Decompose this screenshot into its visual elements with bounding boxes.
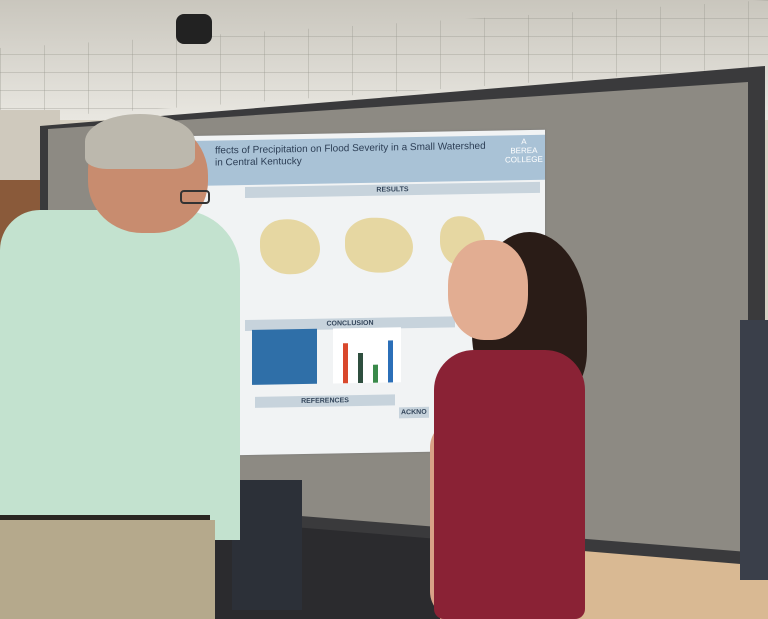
map-figure [260, 218, 320, 275]
spotlight [176, 14, 212, 44]
rain-illustration [252, 328, 317, 385]
map-figure [345, 217, 413, 274]
person-right-edge [740, 320, 768, 580]
bar-chart-figure [333, 327, 401, 384]
glasses [180, 190, 210, 204]
woman-face [448, 240, 528, 340]
results-heading: RESULTS [245, 181, 540, 199]
college-logo: A BEREA COLLEGE [505, 137, 543, 165]
man-pants [0, 520, 215, 619]
person-behind-legs [232, 480, 302, 610]
acknowledgements-heading: ACKNO [399, 406, 429, 419]
references-heading: REFERENCES [255, 394, 395, 408]
man-hair [85, 114, 195, 169]
poster-title: ffects of Precipitation on Flood Severit… [215, 140, 486, 169]
woman-top [434, 350, 585, 619]
man-shirt [0, 210, 240, 540]
